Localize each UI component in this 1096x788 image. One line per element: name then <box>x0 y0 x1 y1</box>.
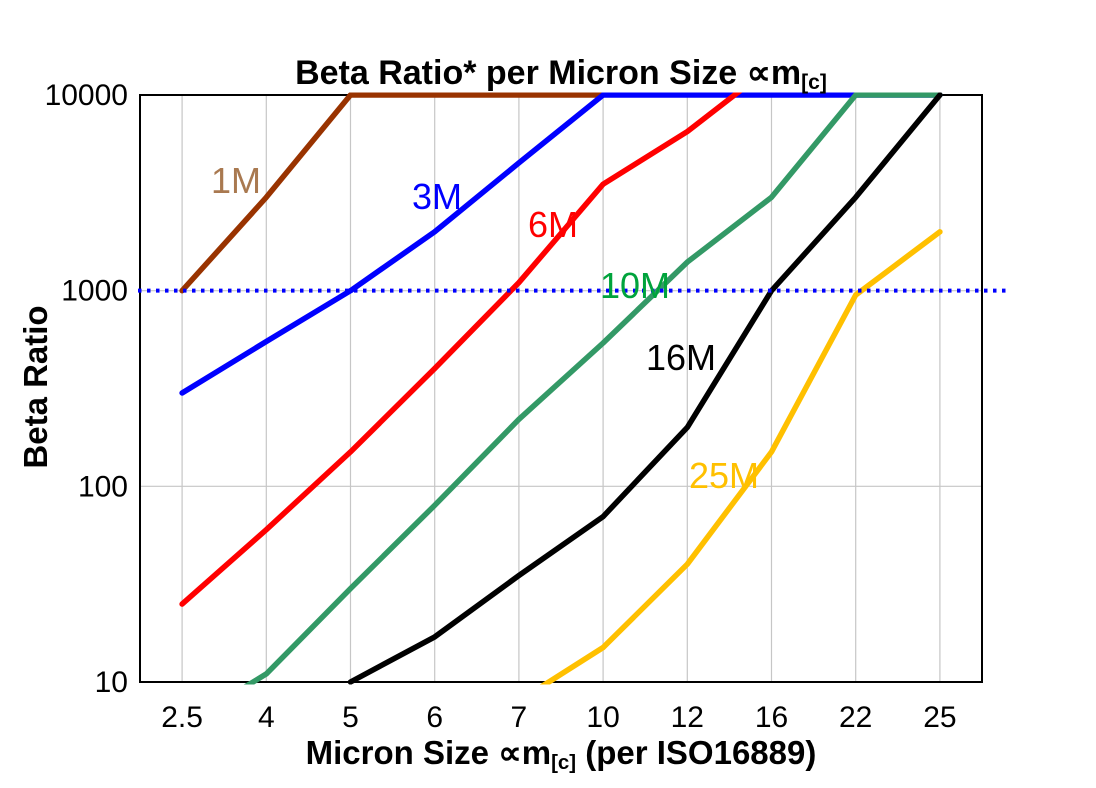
x-tick-label: 2.5 <box>161 701 203 734</box>
x-tick-label: 22 <box>839 701 872 734</box>
chart-title-subscript: [c] <box>801 71 827 95</box>
chart-title-text: Beta Ratio* per Micron Size <box>295 54 747 92</box>
series-label-1M: 1M <box>211 160 261 201</box>
x-axis-title-pre: Micron Size <box>305 734 499 771</box>
chart-title-symbol: ∝m <box>746 54 802 92</box>
y-tick-label: 100 <box>78 470 128 503</box>
series-label-10M: 10M <box>600 265 670 306</box>
x-axis-title: Micron Size ∝m[c] (per ISO16889) <box>140 733 982 775</box>
x-tick-label: 16 <box>755 701 788 734</box>
x-axis-title-post: (per ISO16889) <box>576 734 817 771</box>
x-axis-title-symbol: ∝m <box>498 734 552 771</box>
x-tick-label: 4 <box>258 701 275 734</box>
series-label-16M: 16M <box>646 337 716 378</box>
series-label-6M: 6M <box>528 204 578 245</box>
series-label-25M: 25M <box>689 455 759 496</box>
y-axis-title: Beta Ratio <box>17 237 55 537</box>
series-line-6M <box>179 92 743 607</box>
x-tick-label: 7 <box>511 701 528 734</box>
y-tick-label: 1000 <box>61 275 128 308</box>
chart-title: Beta Ratio* per Micron Size ∝m[c] <box>140 53 982 95</box>
x-tick-label: 12 <box>671 701 704 734</box>
x-axis-title-subscript: [c] <box>551 751 577 775</box>
y-tick-label: 10000 <box>45 79 128 112</box>
series-line-1M <box>179 92 606 294</box>
x-tick-label: 10 <box>586 701 619 734</box>
x-tick-label: 6 <box>426 701 443 734</box>
series-line-10M <box>243 92 943 685</box>
x-tick-label: 5 <box>342 701 359 734</box>
series-line-16M <box>347 92 943 685</box>
series-line-25M <box>539 229 943 685</box>
series-label-3M: 3M <box>412 176 462 217</box>
series-line-3M <box>179 92 943 396</box>
y-axis-title-text: Beta Ratio <box>17 305 54 469</box>
x-tick-label: 25 <box>923 701 956 734</box>
y-tick-label: 10 <box>95 666 128 699</box>
